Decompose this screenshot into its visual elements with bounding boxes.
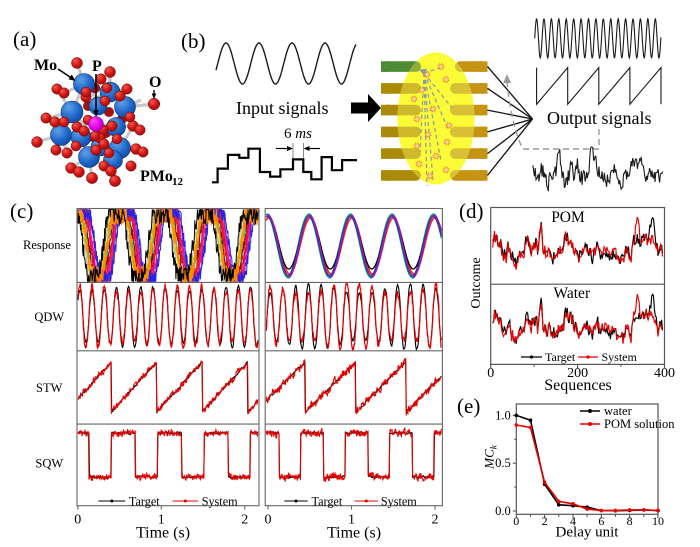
svg-text:0: 0 [487,366,494,381]
svg-text:0.0: 0.0 [495,504,511,518]
svg-text:O: O [149,74,161,91]
svg-text:8: 8 [627,514,633,528]
svg-text:12: 12 [172,176,184,188]
svg-text:STW: STW [36,381,63,395]
svg-text:Delay unit: Delay unit [556,525,620,541]
svg-text:MCk: MCk [482,444,499,470]
svg-text:1: 1 [158,513,165,528]
svg-text:2: 2 [241,513,248,528]
svg-text:Target: Target [312,494,343,508]
svg-text:(e): (e) [457,394,480,418]
svg-text:10: 10 [652,514,664,528]
svg-text:(c): (c) [10,199,33,223]
svg-text:Water: Water [553,285,590,302]
svg-text:0.5: 0.5 [495,456,511,470]
svg-text:System: System [602,350,638,364]
svg-text:PMo: PMo [140,168,173,185]
svg-text:(a): (a) [13,27,36,51]
svg-text:POM: POM [551,209,585,226]
svg-text:Time (s): Time (s) [136,525,190,542]
svg-text:Target: Target [129,494,160,508]
svg-text:4: 4 [570,514,576,528]
svg-text:0: 0 [265,513,272,528]
svg-text:Time (s): Time (s) [327,525,381,542]
svg-text:2: 2 [432,513,439,528]
svg-text:1.0: 1.0 [495,408,511,422]
svg-text:Output signals: Output signals [547,108,652,128]
svg-text:0: 0 [74,513,81,528]
svg-text:System: System [202,494,238,508]
svg-text:Mo: Mo [34,57,57,74]
svg-text:6: 6 [598,514,604,528]
svg-text:Outcome: Outcome [469,257,484,308]
svg-text:0: 0 [513,514,519,528]
svg-text:Input signals: Input signals [236,98,329,118]
svg-text:400: 400 [654,366,675,381]
svg-text:QDW: QDW [34,310,64,324]
svg-text:System: System [381,494,417,508]
svg-text:water: water [604,404,633,418]
svg-text:200: 200 [567,366,588,381]
svg-text:6 ms: 6 ms [284,126,312,142]
svg-text:(d): (d) [459,199,484,223]
svg-text:SQW: SQW [35,457,63,471]
svg-text:Response: Response [23,238,71,252]
svg-text:(b): (b) [181,29,206,53]
svg-text:Target: Target [545,350,576,364]
svg-text:POM solution: POM solution [604,417,675,431]
svg-text:1: 1 [348,513,355,528]
svg-text:Sequences: Sequences [544,377,612,394]
svg-text:2: 2 [542,514,548,528]
svg-text:P: P [92,58,102,75]
